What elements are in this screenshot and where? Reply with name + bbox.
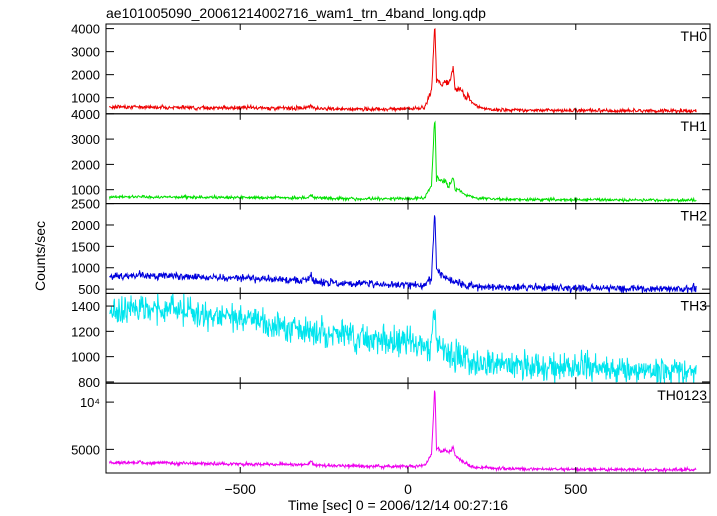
y-tick-label: 10⁴ <box>80 395 100 410</box>
y-tick-label: 4000 <box>71 107 100 122</box>
panel-th1: 1000 2000 3000 4000 TH1 <box>71 107 711 205</box>
x-tick-label: 0 <box>404 481 412 497</box>
panel-frame <box>105 23 711 115</box>
x-axis-label: Time [sec] 0 = 2006/12/14 00:27:16 <box>288 497 508 513</box>
y-tick-label: 800 <box>78 375 100 390</box>
y-axis-label: Counts/sec <box>32 221 48 291</box>
panel-label-th3: TH3 <box>681 297 708 313</box>
series-th1-line <box>108 120 697 204</box>
y-tick-label: 4000 <box>71 22 100 37</box>
x-tick-label: −500 <box>224 481 256 497</box>
y-tick-label: 5000 <box>71 442 100 457</box>
y-tick-label: 2000 <box>71 218 100 233</box>
y-tick-label: 1000 <box>71 261 100 276</box>
series-th2-line <box>109 215 697 294</box>
y-tick-label: 3000 <box>71 132 100 147</box>
series-th0123-line <box>108 390 697 474</box>
y-tick-label: 2000 <box>71 68 100 83</box>
y-tick-label: 3000 <box>71 45 100 60</box>
x-axis: −500 0 500 <box>224 481 587 497</box>
panel-th0: 1000 2000 3000 4000 TH0 <box>71 22 711 115</box>
panel-th3: 800 1000 1200 1400 TH3 <box>71 292 711 390</box>
y-tick-label: 500 <box>78 282 100 297</box>
y-tick-label: 1400 <box>71 299 100 314</box>
y-tick-label: 2500 <box>71 197 100 212</box>
series-th0-line <box>108 28 697 114</box>
y-tick-label: 1000 <box>71 350 100 365</box>
chart-title: ae101005090_20061214002716_wam1_trn_4ban… <box>106 5 486 21</box>
y-tick-label: 2000 <box>71 157 100 172</box>
panel-label-th0123: TH0123 <box>657 387 707 403</box>
y-tick-label: 1000 <box>71 91 100 106</box>
panel-frame <box>105 382 711 474</box>
panel-th2: 500 1000 1500 2000 2500 TH2 <box>71 197 711 297</box>
panel-label-th0: TH0 <box>681 28 708 44</box>
panel-label-th1: TH1 <box>681 118 708 134</box>
panel-label-th2: TH2 <box>681 208 708 224</box>
panels: 1000 2000 3000 4000 TH0 1000 2000 3000 4000 TH1 50… <box>71 22 711 474</box>
panel-frame <box>105 113 711 205</box>
series-th3-line <box>109 293 697 384</box>
y-tick-label: 1200 <box>71 324 100 339</box>
panel-th0123: 5000 10⁴ TH0123 <box>71 382 711 474</box>
x-tick-label: 500 <box>564 481 588 497</box>
y-tick-label: 1000 <box>71 183 100 198</box>
y-tick-label: 1500 <box>71 239 100 254</box>
panel-frame <box>105 203 711 294</box>
